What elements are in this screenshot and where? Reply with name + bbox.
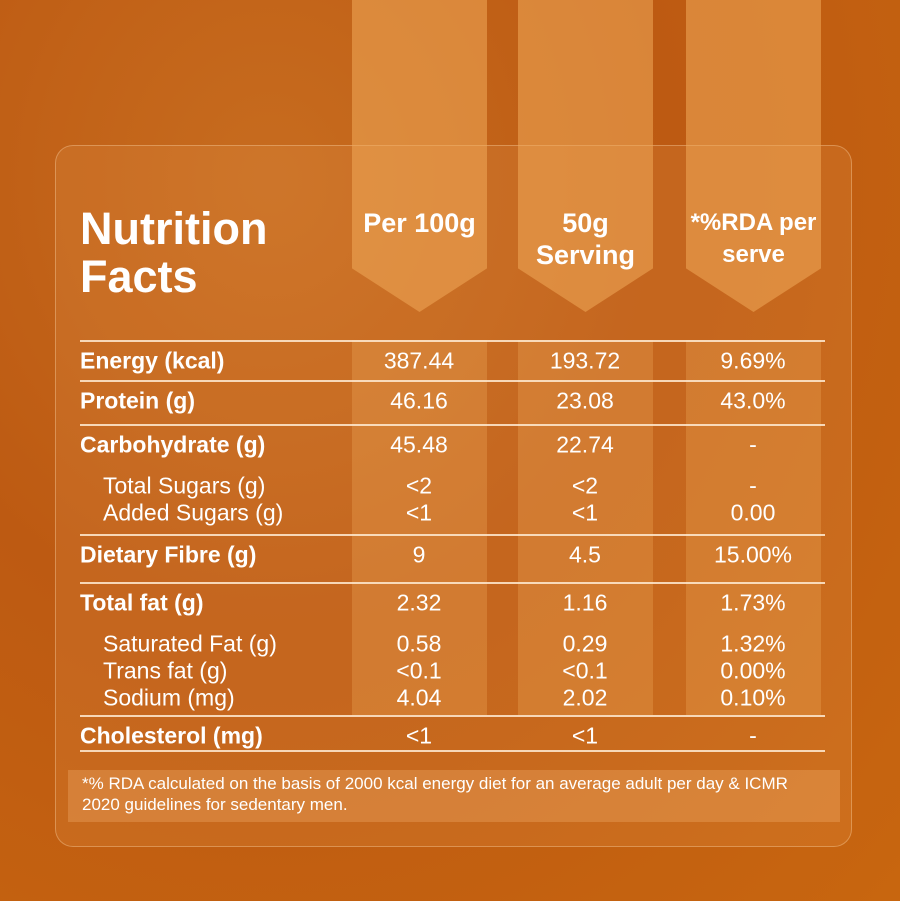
cell-value: 2.32 [396, 589, 442, 616]
row-divider [80, 582, 825, 584]
column-shade [518, 340, 653, 715]
cell-value: <1 [405, 722, 433, 749]
column-shade [686, 340, 821, 715]
column-header: 50g Serving [535, 208, 636, 270]
cell-value: 0.00% [720, 657, 786, 684]
row-label: Total fat (g) [80, 589, 204, 616]
cell-value: <1 [571, 499, 599, 526]
row-label: Dietary Fibre (g) [80, 541, 257, 568]
sub-row-label: Added Sugars (g) [103, 499, 284, 526]
row-divider [80, 715, 825, 717]
cell-value: 43.0% [720, 387, 786, 414]
cell-value: 9.69% [720, 347, 786, 374]
row-divider [80, 424, 825, 426]
row-label: Carbohydrate (g) [80, 431, 266, 458]
cell-value: <0.1 [562, 657, 608, 684]
cell-value: <2 [571, 472, 599, 499]
cell-value: 1.73% [720, 589, 786, 616]
cell-value: 193.72 [549, 347, 621, 374]
column-ribbon [352, 0, 487, 312]
footnote: *% RDA calculated on the basis of 2000 k… [68, 770, 840, 822]
cell-value: - [749, 472, 757, 499]
cell-value: 1.16 [562, 589, 608, 616]
column-ribbon [686, 0, 821, 312]
cell-value: 387.44 [383, 347, 455, 374]
cell-value: 4.04 [396, 684, 442, 711]
sub-row-label: Total Sugars (g) [103, 472, 266, 499]
sub-row-label: Sodium (mg) [103, 684, 235, 711]
row-label: Cholesterol (mg) [80, 722, 263, 749]
cell-value: <2 [405, 472, 433, 499]
cell-value: 0.58 [396, 630, 442, 657]
cell-value: 45.48 [390, 431, 448, 458]
column-header: *%RDA per serve [690, 209, 817, 268]
cell-value: 23.08 [556, 387, 614, 414]
cell-value: 0.10% [720, 684, 786, 711]
row-label: Energy (kcal) [80, 347, 225, 374]
column-header: Per 100g [363, 208, 476, 238]
cell-value: 9 [412, 541, 426, 568]
cell-value: 15.00% [713, 541, 792, 568]
cell-value: 0.00 [730, 499, 776, 526]
column-shade [352, 340, 487, 715]
row-divider [80, 534, 825, 536]
cell-value: <0.1 [396, 657, 442, 684]
cell-value: 2.02 [562, 684, 608, 711]
cell-value: <1 [571, 722, 599, 749]
cell-value: - [749, 431, 757, 458]
title: Nutrition Facts [80, 203, 268, 302]
column-ribbon [518, 0, 653, 312]
cell-value: 1.32% [720, 630, 786, 657]
row-divider [80, 380, 825, 382]
sub-row-label: Trans fat (g) [103, 657, 228, 684]
cell-value: <1 [405, 499, 433, 526]
cell-value: 4.5 [569, 541, 601, 568]
row-divider [80, 750, 825, 752]
cell-value: - [749, 722, 757, 749]
cell-value: 46.16 [390, 387, 448, 414]
row-label: Protein (g) [80, 387, 195, 414]
sub-row-label: Saturated Fat (g) [103, 630, 277, 657]
cell-value: 22.74 [556, 431, 614, 458]
cell-value: 0.29 [562, 630, 608, 657]
row-divider [80, 340, 825, 342]
